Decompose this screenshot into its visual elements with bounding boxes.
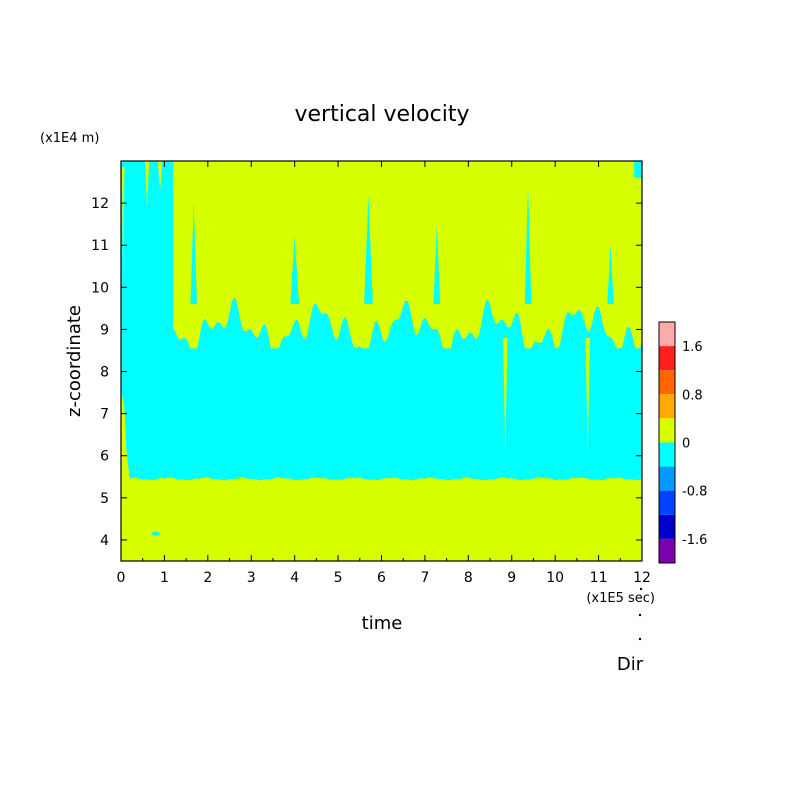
colorbar-tick-label: 1.6 — [682, 340, 703, 355]
x-tick-label: 8 — [464, 570, 473, 586]
marker-dot — [638, 613, 642, 617]
y-tick-label: 5 — [100, 491, 109, 507]
colorbar-level — [659, 514, 675, 539]
region-spike — [524, 186, 532, 305]
region-lower-positive — [121, 477, 642, 561]
y-tick-label: 6 — [100, 449, 109, 465]
x-tick-label: 10 — [546, 570, 564, 586]
y-tick-label: 4 — [100, 533, 109, 549]
colorbar-tick-label: -0.8 — [682, 485, 707, 500]
x-tick-label: 5 — [334, 570, 343, 586]
y-tick-label: 7 — [100, 407, 109, 423]
x-unit-label: (x1E5 sec) — [586, 591, 655, 606]
region-blob — [151, 531, 160, 536]
plot-area — [121, 161, 642, 561]
colorbar-frame — [658, 321, 676, 564]
region-streak — [157, 161, 163, 191]
region-plume — [503, 337, 508, 456]
colorbar-tick-label: 0.8 — [682, 388, 703, 403]
region-top-patch — [121, 161, 137, 168]
colorbar-level — [659, 418, 675, 443]
colorbar-level — [659, 538, 675, 563]
y-tick-label: 9 — [100, 322, 109, 338]
colorbar-level — [659, 322, 675, 347]
x-tick-label: 7 — [420, 570, 429, 586]
region-spike — [433, 224, 441, 305]
x-tick-label: 4 — [290, 570, 299, 586]
colorbar-level — [659, 442, 675, 467]
x-axis-label: time — [362, 613, 403, 634]
region-upper-positive — [173, 161, 642, 349]
x-tick-label: 2 — [203, 570, 212, 586]
marker-dot — [638, 637, 642, 641]
x-tick-label: 9 — [507, 570, 516, 586]
region-spike — [364, 194, 373, 305]
x-tick-label: 11 — [590, 570, 608, 586]
colorbar: 1.6 0.8 0 -0.8 -1.6 — [658, 321, 707, 564]
x-tick-label: 3 — [247, 570, 256, 586]
marker-dots — [638, 587, 643, 641]
region-streak — [121, 161, 125, 279]
region-spike — [190, 203, 197, 305]
chart-title: vertical velocity — [294, 102, 469, 127]
colorbar-tick-label: 0 — [682, 437, 690, 452]
colorbar-level — [659, 370, 675, 395]
region-spike — [607, 245, 614, 305]
colorbar-level — [659, 466, 675, 491]
x-tick-label: 12 — [633, 570, 651, 586]
region-streak — [144, 161, 150, 208]
x-tick-label: 1 — [160, 570, 169, 586]
colorbar-tick-label: -1.6 — [682, 533, 707, 548]
y-tick-label: 11 — [91, 238, 109, 254]
y-tick-label: 10 — [91, 280, 109, 296]
region-top-patch — [634, 161, 642, 178]
x-tick-label: 0 — [117, 570, 126, 586]
y-axis-label: z-coordinate — [64, 305, 85, 417]
colorbar-level — [659, 346, 675, 371]
region-plume — [585, 337, 590, 456]
x-tick-label: 6 — [377, 570, 386, 586]
y-tick-label: 12 — [91, 196, 109, 212]
x-axis: 0 1 2 3 4 5 6 7 8 9 10 11 12 — [117, 161, 651, 586]
footer-label: Dir — [617, 654, 644, 675]
y-unit-label: (x1E4 m) — [40, 131, 99, 146]
y-axis: 4 5 6 7 8 9 10 11 12 — [91, 196, 642, 549]
marker-dot — [639, 587, 643, 591]
y-tick-label: 8 — [100, 365, 109, 381]
region-edge-wisp — [121, 388, 130, 479]
colorbar-level — [659, 490, 675, 515]
region-spike — [290, 236, 300, 305]
colorbar-level — [659, 394, 675, 419]
